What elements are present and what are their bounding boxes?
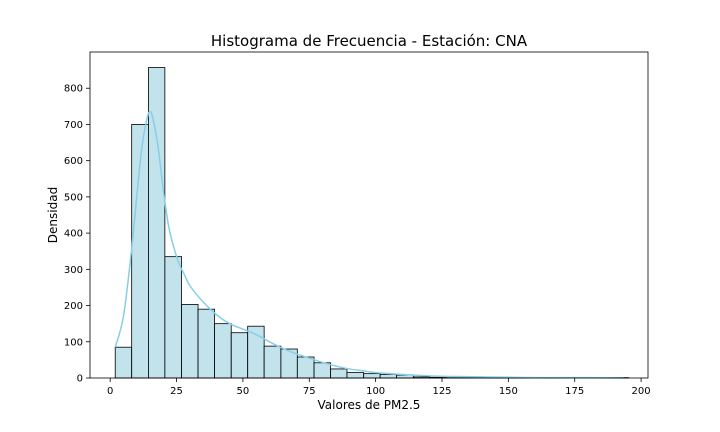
x-tick-label: 25 xyxy=(170,386,183,397)
x-tick-label: 200 xyxy=(632,386,651,397)
y-tick-label: 100 xyxy=(64,337,83,348)
histogram-bar xyxy=(164,256,182,379)
kde-curve xyxy=(114,111,624,379)
histogram-bar xyxy=(114,346,133,379)
y-tick-label: 700 xyxy=(64,120,83,131)
y-tick-label: 300 xyxy=(64,265,83,276)
histogram-bar xyxy=(230,332,249,379)
x-axis-ticks: 0 25 50 75 100 125 150 175 200 xyxy=(107,378,651,397)
y-tick-label: 200 xyxy=(64,301,83,312)
histogram-bar xyxy=(197,308,215,379)
x-tick-label: 125 xyxy=(432,386,451,397)
histogram-bar xyxy=(379,373,398,379)
y-tick-label: 500 xyxy=(64,192,83,203)
x-tick-label: 75 xyxy=(303,386,316,397)
y-tick-label: 800 xyxy=(64,84,83,95)
x-tick-label: 50 xyxy=(237,386,250,397)
histogram-bars xyxy=(114,67,630,379)
histogram-bar xyxy=(296,356,315,379)
x-axis-label: Valores de PM2.5 xyxy=(318,398,421,412)
x-tick-label: 100 xyxy=(366,386,385,397)
y-axis-label: Densidad xyxy=(46,187,60,243)
histogram-bar xyxy=(148,67,166,379)
y-tick-label: 400 xyxy=(64,229,83,240)
histogram-bar xyxy=(181,304,199,379)
histogram-bar xyxy=(330,368,348,379)
chart-title: Histograma de Frecuencia - Estación: CNA xyxy=(211,32,528,50)
histogram-bar xyxy=(263,345,282,379)
y-tick-label: 0 xyxy=(77,374,83,385)
x-tick-label: 0 xyxy=(107,386,113,397)
y-axis-ticks: 0 100 200 300 400 500 600 700 800 xyxy=(64,84,90,385)
y-tick-label: 600 xyxy=(64,156,83,167)
histogram-bar xyxy=(363,373,381,379)
histogram-bar xyxy=(346,372,365,379)
histogram-bar xyxy=(313,362,331,379)
histogram-bar xyxy=(214,323,232,379)
plot-area-frame xyxy=(89,51,649,379)
x-tick-label: 175 xyxy=(565,386,584,397)
x-tick-label: 150 xyxy=(499,386,518,397)
